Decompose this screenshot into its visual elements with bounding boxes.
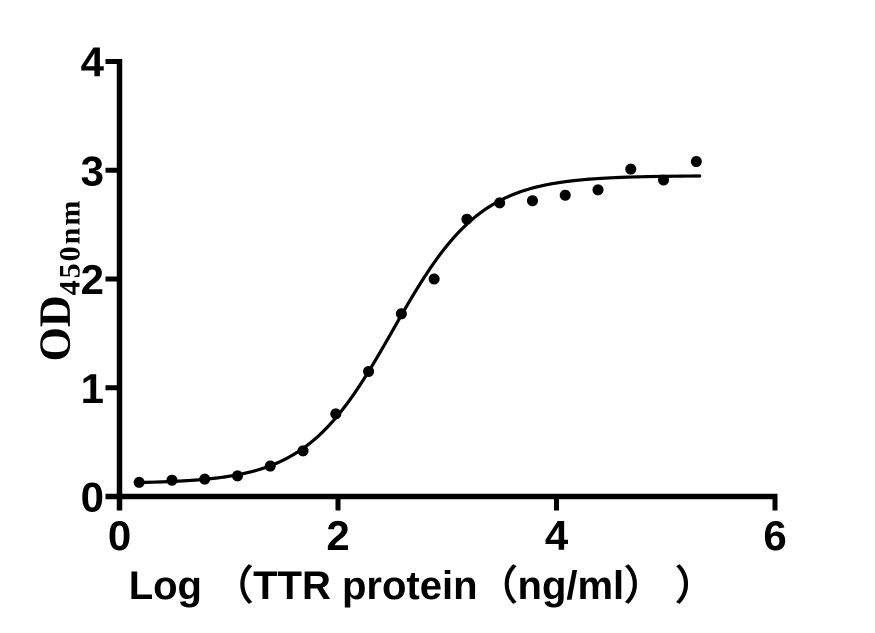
data-point [231,470,243,482]
y-tick-label: 2 [81,256,104,303]
data-point [395,308,407,320]
x-tick-label: 0 [108,512,131,559]
y-tick-label: 0 [81,474,104,521]
fit-curve [134,174,702,485]
data-point [330,408,342,420]
data-point [199,473,211,485]
data-point [592,184,604,196]
y-tick-label: 1 [81,365,104,412]
data-point [264,460,276,472]
data-point [363,365,375,377]
x-tick-label: 2 [326,512,349,559]
data-point [461,213,473,225]
x-tick-label: 6 [763,512,786,559]
data-point [166,474,178,486]
data-point [658,174,670,186]
y-tick-label: 4 [81,39,105,86]
data-point [690,156,702,168]
data-point [625,163,637,175]
data-point [297,445,309,457]
data-point [494,197,506,209]
data-point [559,189,571,201]
x-tick-label: 4 [545,512,569,559]
data-point [428,273,440,285]
data-point [526,195,538,207]
y-tick-label: 3 [81,147,104,194]
x-axis-label: Log （TTR protein（ng/ml） ） [128,564,716,608]
data-point [133,476,145,488]
